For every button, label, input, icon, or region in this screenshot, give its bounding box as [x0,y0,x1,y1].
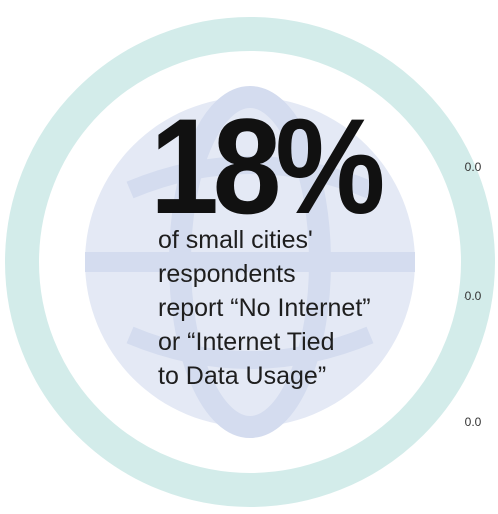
caption-line: respondents [158,260,296,288]
caption-line: report “No Internet” [158,294,371,322]
infographic: 18% of small cities' respondents report “N… [0,0,498,514]
caption-line: or “Internet Tied [158,328,334,356]
tick-label: 20.0 [458,415,482,429]
caption-line: to Data Usage” [158,362,326,390]
caption-line: of small cities' [158,226,313,254]
headline: 18% [150,90,383,242]
